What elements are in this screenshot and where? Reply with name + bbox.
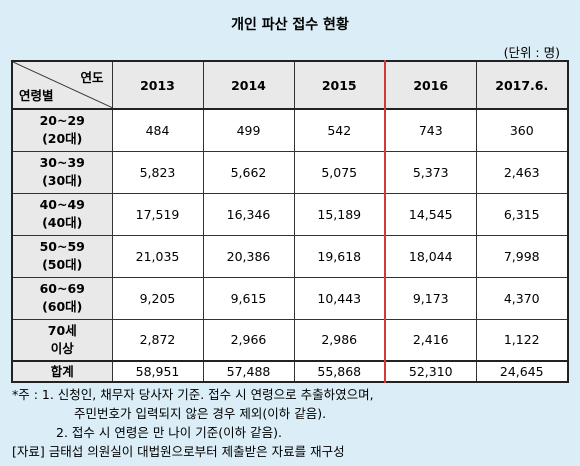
table-cell: 484: [111, 108, 204, 152]
bankruptcy-table: 연도 연령별 2013 2014 2015 2016 2017.6. 20~29…: [11, 60, 569, 383]
age-label: 50~59 (50대): [11, 234, 113, 278]
age-range: 50~59: [39, 239, 85, 254]
year-header: 2017.6.: [475, 60, 569, 110]
table-cell: 6,315: [475, 192, 569, 236]
age-range: 60~69: [39, 281, 85, 296]
total-cell: 57,488: [202, 360, 295, 383]
age-range: 40~49: [39, 197, 85, 212]
total-row: 합계 58,951 57,488 55,868 52,310 24,645: [11, 360, 569, 383]
age-range: 20~29: [39, 113, 85, 129]
table-cell: 2,872: [111, 318, 204, 362]
corner-header: 연도 연령별: [11, 60, 113, 110]
age-group: (60대): [42, 299, 83, 314]
year-header: 2015: [293, 60, 386, 110]
age-label: 20~29 (20대): [11, 108, 113, 152]
table-cell: 2,416: [384, 318, 477, 362]
age-label: 60~69 (60대): [11, 276, 113, 320]
age-label: 40~49 (40대): [11, 192, 113, 236]
table-cell: 5,662: [202, 150, 295, 194]
table-cell: 15,189: [293, 192, 386, 236]
footnote-line: *주 : 1. 신청인, 채무자 당사자 기준. 접수 시 연령으로 추출하였으…: [12, 387, 374, 402]
table-cell: 542: [293, 108, 386, 152]
age-range: 30~39: [39, 155, 85, 170]
table-cell: 18,044: [384, 234, 477, 278]
table-cell: 21,035: [111, 234, 204, 278]
table-row: 50~59 (50대) 21,035 20,386 19,618 18,044 7…: [11, 234, 569, 278]
age-group: (50대): [42, 257, 83, 272]
table-row: 30~39 (30대) 5,823 5,662 5,075 5,373 2,463: [11, 150, 569, 194]
table-row: 40~49 (40대) 17,519 16,346 15,189 14,545 6…: [11, 192, 569, 236]
age-group: 이상: [50, 340, 74, 356]
age-label: 30~39 (30대): [11, 150, 113, 194]
table-cell: 1,122: [475, 318, 569, 362]
table-cell: 9,173: [384, 276, 477, 320]
table-cell: 9,615: [202, 276, 295, 320]
table-row: 60~69 (60대) 9,205 9,615 10,443 9,173 4,37…: [11, 276, 569, 320]
total-cell: 24,645: [475, 360, 569, 383]
table-cell: 499: [202, 108, 295, 152]
table-cell: 5,075: [293, 150, 386, 194]
table-cell: 5,373: [384, 150, 477, 194]
age-group: (20대): [42, 131, 83, 147]
footnote-line: 주민번호가 입력되지 않은 경우 제외(이하 같음).: [74, 406, 327, 421]
year-header: 2016: [384, 60, 477, 110]
table-cell: 5,823: [111, 150, 204, 194]
source-line: [자료] 금태섭 의원실이 대법원으로부터 제출받은 자료를 재구성: [12, 444, 345, 459]
table-cell: 9,205: [111, 276, 204, 320]
table-cell: 2,966: [202, 318, 295, 362]
table-cell: 17,519: [111, 192, 204, 236]
table-cell: 16,346: [202, 192, 295, 236]
footnotes: *주 : 1. 신청인, 채무자 당사자 기준. 접수 시 연령으로 추출하였으…: [12, 385, 374, 461]
corner-age-label: 연령별: [19, 88, 54, 103]
age-group: (40대): [42, 215, 83, 230]
header-row: 연도 연령별 2013 2014 2015 2016 2017.6.: [11, 60, 569, 110]
table-cell: 14,545: [384, 192, 477, 236]
total-cell: 52,310: [384, 360, 477, 383]
table-cell: 19,618: [293, 234, 386, 278]
total-label: 합계: [11, 360, 113, 383]
diagonal-line: [13, 62, 113, 108]
year-header: 2014: [202, 60, 295, 110]
table-row: 20~29 (20대) 484 499 542 743 360: [11, 108, 569, 152]
table-cell: 2,986: [293, 318, 386, 362]
total-cell: 58,951: [111, 360, 204, 383]
corner-year-label: 연도: [80, 70, 104, 85]
year-header: 2013: [111, 60, 204, 110]
age-group: (30대): [42, 173, 83, 188]
age-range: 70세: [47, 322, 77, 338]
table-cell: 10,443: [293, 276, 386, 320]
table-cell: 4,370: [475, 276, 569, 320]
table-cell: 7,998: [475, 234, 569, 278]
table-cell: 20,386: [202, 234, 295, 278]
table-cell: 360: [475, 108, 569, 152]
page-title: 개인 파산 접수 현황: [231, 17, 349, 33]
table-cell: 743: [384, 108, 477, 152]
unit-label: (단위 : 명): [503, 45, 560, 60]
table-cell: 2,463: [475, 150, 569, 194]
total-cell: 55,868: [293, 360, 386, 383]
footnote-line: 2. 접수 시 연령은 만 나이 기준(이하 같음).: [56, 425, 282, 440]
